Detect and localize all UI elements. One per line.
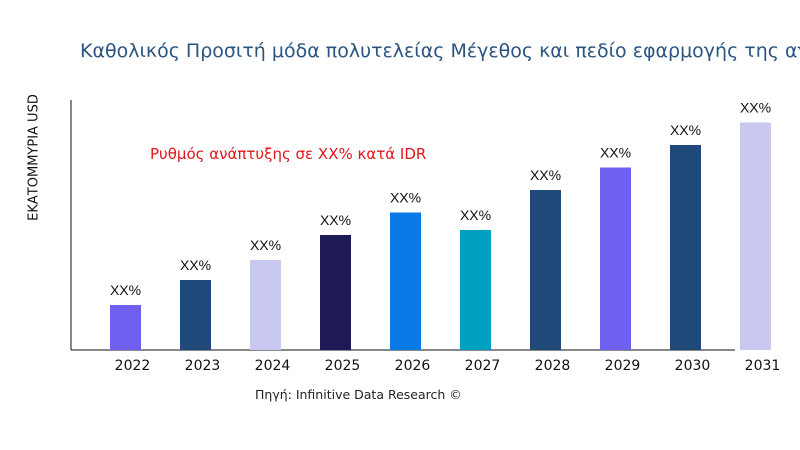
x-tick-2030: 2030 xyxy=(675,358,711,374)
data-label-2027: XX% xyxy=(460,207,491,223)
data-label-2029: XX% xyxy=(600,145,631,161)
x-tick-2028: 2028 xyxy=(535,358,571,374)
bar-2030 xyxy=(670,145,701,350)
x-tick-2023: 2023 xyxy=(185,358,221,374)
x-tick-2031: 2031 xyxy=(745,358,781,374)
bar-2023 xyxy=(180,280,211,350)
data-label-2022: XX% xyxy=(110,282,141,298)
bar-2029 xyxy=(600,167,631,350)
x-tick-2025: 2025 xyxy=(325,358,361,374)
x-tick-2024: 2024 xyxy=(255,358,291,374)
source-note: Πηγή: Infinitive Data Research © xyxy=(255,387,462,402)
bar-2026 xyxy=(390,212,421,350)
bar-2031 xyxy=(740,122,771,350)
data-label-2030: XX% xyxy=(670,122,701,138)
data-label-2031: XX% xyxy=(740,100,771,116)
data-label-2023: XX% xyxy=(180,257,211,273)
bar-2025 xyxy=(320,235,351,350)
x-tick-2026: 2026 xyxy=(395,358,431,374)
data-label-2024: XX% xyxy=(250,237,281,253)
data-label-2025: XX% xyxy=(320,212,351,228)
growth-annotation: Ρυθμός ανάπτυξης σε XX% κατά IDR xyxy=(150,145,427,163)
chart-title: Καθολικός Προσιτή μόδα πολυτελείας Μέγεθ… xyxy=(80,40,800,62)
bar-2022 xyxy=(110,305,141,350)
bar-2027 xyxy=(460,230,491,350)
bar-2028 xyxy=(530,190,561,350)
x-tick-2029: 2029 xyxy=(605,358,641,374)
data-label-2028: XX% xyxy=(530,167,561,183)
bar-2024 xyxy=(250,260,281,350)
x-tick-2022: 2022 xyxy=(115,358,151,374)
data-label-2026: XX% xyxy=(390,190,421,206)
x-tick-2027: 2027 xyxy=(465,358,501,374)
